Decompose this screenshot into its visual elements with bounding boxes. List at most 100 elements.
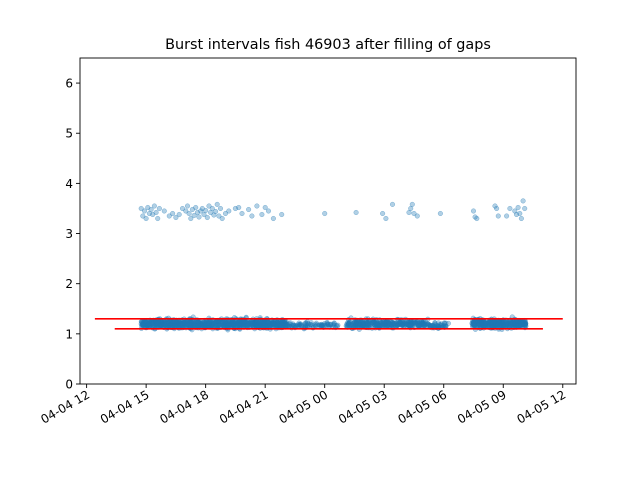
data-point xyxy=(155,320,161,326)
data-point xyxy=(156,320,162,326)
data-point xyxy=(346,321,352,327)
data-point xyxy=(399,322,405,328)
data-point xyxy=(274,320,280,326)
data-point xyxy=(482,321,489,327)
data-point xyxy=(148,206,154,213)
data-point xyxy=(228,320,235,326)
data-point xyxy=(403,320,409,326)
data-point xyxy=(145,323,151,329)
data-point xyxy=(410,320,416,326)
data-point xyxy=(364,319,370,325)
data-point xyxy=(161,320,167,326)
data-point xyxy=(488,320,494,326)
data-point xyxy=(280,320,286,326)
data-point xyxy=(145,321,151,327)
data-point xyxy=(367,322,373,328)
data-point xyxy=(499,320,505,326)
data-point xyxy=(406,322,412,328)
data-point xyxy=(499,319,505,325)
data-point xyxy=(395,321,401,327)
data-point xyxy=(223,320,229,326)
data-point xyxy=(226,319,232,325)
data-point xyxy=(146,321,152,327)
data-point xyxy=(407,322,413,328)
data-point xyxy=(511,323,518,329)
data-point xyxy=(161,322,167,328)
data-point xyxy=(230,322,236,328)
data-point xyxy=(197,322,203,328)
data-point xyxy=(277,323,283,329)
data-point xyxy=(501,322,507,328)
data-point xyxy=(230,319,236,325)
data-point xyxy=(438,322,444,328)
data-point xyxy=(350,322,356,328)
data-point xyxy=(152,319,158,325)
data-point xyxy=(185,321,191,327)
data-point xyxy=(345,320,351,326)
data-point xyxy=(283,321,289,327)
data-point xyxy=(276,322,282,328)
data-point xyxy=(275,319,281,325)
data-point xyxy=(230,321,236,327)
data-point xyxy=(274,319,280,325)
data-point xyxy=(146,320,152,326)
data-point xyxy=(420,320,426,326)
data-point xyxy=(177,321,183,327)
data-point xyxy=(515,204,521,211)
data-point xyxy=(518,319,525,326)
data-point xyxy=(255,320,261,326)
data-point xyxy=(417,322,423,328)
data-point xyxy=(359,322,365,329)
data-point xyxy=(166,320,172,326)
data-point xyxy=(253,319,259,325)
data-point xyxy=(153,209,159,216)
data-point xyxy=(475,322,482,328)
data-point xyxy=(400,322,406,328)
data-point xyxy=(493,320,499,326)
data-point xyxy=(396,322,402,328)
data-point xyxy=(282,319,288,325)
data-point xyxy=(247,320,253,326)
data-point xyxy=(226,321,232,327)
data-point xyxy=(216,319,222,325)
data-point xyxy=(239,320,245,327)
data-point xyxy=(290,322,296,329)
data-point xyxy=(488,322,494,328)
x-tick-label: 04-05 06 xyxy=(396,387,450,426)
data-point xyxy=(213,320,219,327)
data-point xyxy=(409,201,415,207)
data-point xyxy=(318,322,324,328)
data-point xyxy=(248,320,254,327)
data-point xyxy=(518,320,524,326)
data-point xyxy=(476,320,482,326)
data-point xyxy=(514,323,520,329)
data-point xyxy=(380,321,386,327)
data-point xyxy=(159,321,165,327)
data-point xyxy=(493,320,499,326)
data-point xyxy=(395,321,401,327)
data-point xyxy=(370,320,376,326)
data-point xyxy=(221,322,227,328)
data-point xyxy=(517,322,523,328)
data-point xyxy=(490,320,496,326)
data-point xyxy=(162,323,168,329)
data-point xyxy=(517,322,524,328)
data-point xyxy=(212,319,218,325)
data-point xyxy=(231,323,237,329)
data-point xyxy=(179,321,185,327)
data-point xyxy=(470,320,476,326)
data-point xyxy=(420,321,427,328)
data-point xyxy=(243,322,249,328)
data-point xyxy=(500,320,506,326)
data-point xyxy=(475,321,481,327)
data-point xyxy=(500,322,506,328)
data-point xyxy=(236,323,242,329)
data-point xyxy=(513,322,519,328)
data-point xyxy=(158,322,164,328)
data-point xyxy=(239,321,245,327)
data-point xyxy=(168,322,174,328)
data-point xyxy=(201,320,207,326)
data-point xyxy=(400,320,406,326)
data-point xyxy=(331,320,337,326)
data-point xyxy=(363,321,369,327)
